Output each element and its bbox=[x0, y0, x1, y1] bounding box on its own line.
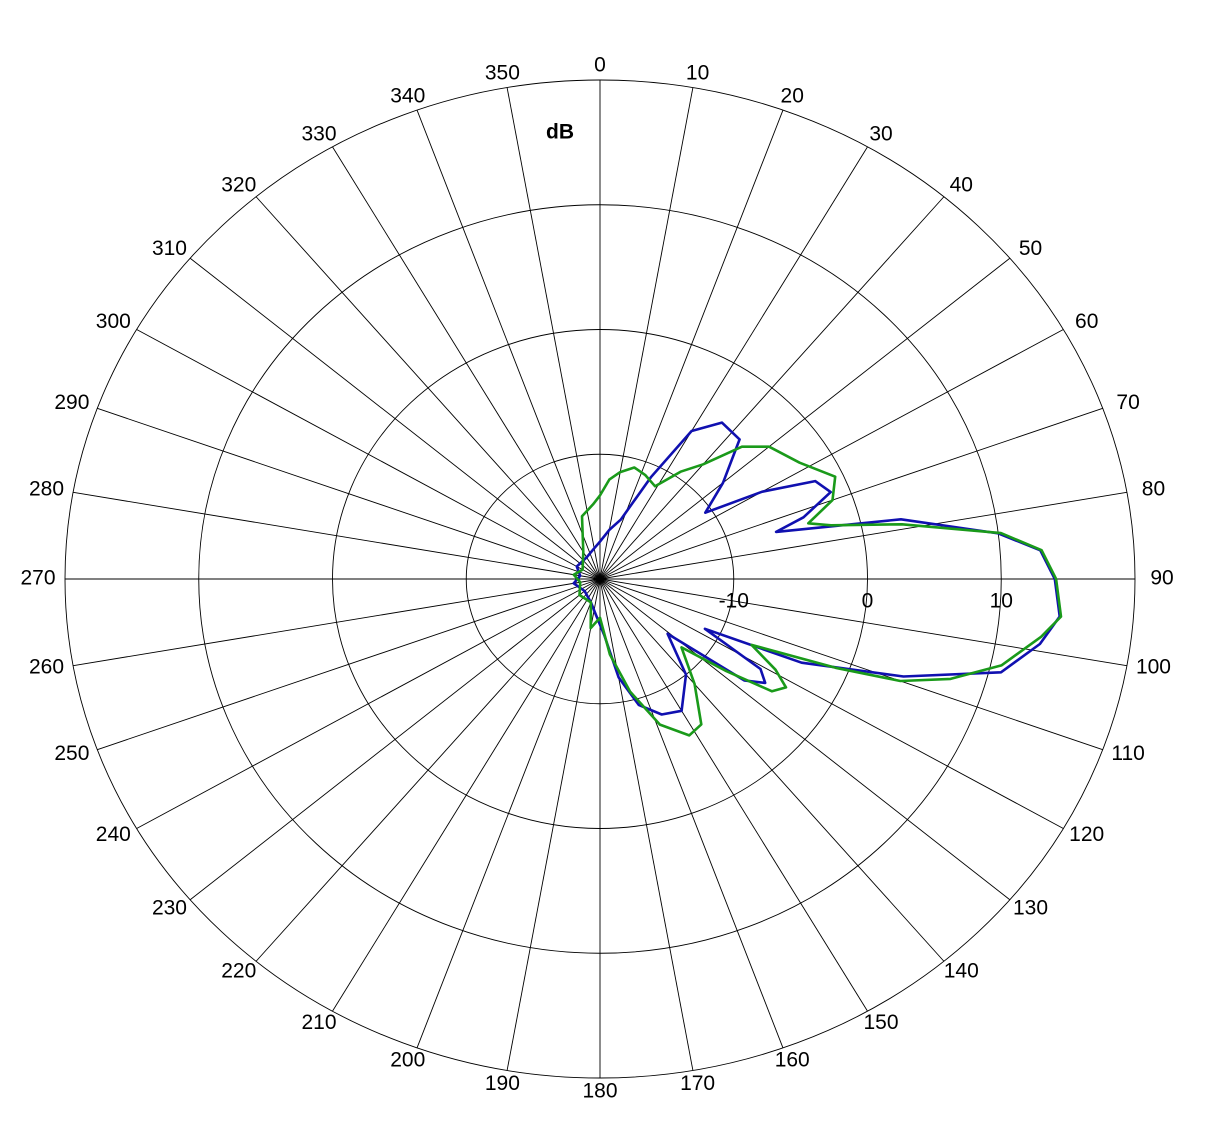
theta-tick-label: 150 bbox=[863, 1011, 898, 1034]
spoke bbox=[332, 578, 601, 1012]
theta-tick-label: 200 bbox=[390, 1049, 425, 1072]
theta-tick-label: 180 bbox=[582, 1080, 617, 1103]
spoke bbox=[599, 146, 868, 580]
spoke bbox=[332, 146, 601, 580]
theta-tick-label: 160 bbox=[775, 1049, 810, 1072]
spoke bbox=[599, 578, 1064, 829]
series-line bbox=[572, 421, 1061, 716]
theta-tick-label: 220 bbox=[221, 960, 256, 983]
theta-tick-label: 330 bbox=[301, 122, 336, 145]
theta-tick-label: 170 bbox=[680, 1072, 715, 1095]
spoke bbox=[599, 578, 784, 1049]
spoke bbox=[255, 196, 601, 580]
spoke bbox=[416, 109, 601, 580]
theta-tick-label: 280 bbox=[29, 477, 64, 500]
theta-tick-label: 340 bbox=[390, 84, 425, 107]
spoke bbox=[136, 329, 601, 580]
theta-tick-label: 70 bbox=[1116, 391, 1139, 414]
spoke bbox=[416, 578, 601, 1049]
theta-tick-label: 0 bbox=[594, 54, 606, 77]
spoke bbox=[599, 491, 1127, 580]
spoke bbox=[599, 578, 868, 1012]
theta-tick-label: 60 bbox=[1075, 310, 1098, 333]
theta-tick-label: 210 bbox=[301, 1011, 336, 1034]
spoke bbox=[506, 87, 601, 580]
r-tick-label: 0 bbox=[862, 590, 874, 613]
spoke bbox=[255, 578, 601, 962]
spoke bbox=[189, 257, 601, 580]
spoke bbox=[599, 578, 1127, 667]
spoke bbox=[506, 578, 601, 1071]
spoke bbox=[599, 329, 1064, 580]
theta-tick-label: 40 bbox=[950, 174, 973, 197]
theta-tick-label: 30 bbox=[869, 122, 892, 145]
spoke bbox=[97, 407, 601, 580]
r-tick-label: 10 bbox=[990, 590, 1013, 613]
spoke bbox=[73, 491, 601, 580]
theta-tick-label: 120 bbox=[1069, 823, 1104, 846]
theta-tick-label: 350 bbox=[485, 61, 520, 84]
spoke bbox=[599, 578, 945, 962]
theta-tick-label: 20 bbox=[781, 84, 804, 107]
spoke bbox=[599, 257, 1011, 580]
spoke bbox=[73, 578, 601, 667]
spoke bbox=[599, 109, 784, 580]
theta-tick-label: 260 bbox=[29, 656, 64, 679]
spoke bbox=[599, 196, 945, 580]
grid-layer bbox=[64, 79, 1136, 1079]
spoke bbox=[599, 578, 1011, 901]
theta-tick-label: 270 bbox=[20, 567, 55, 590]
theta-tick-label: 300 bbox=[96, 310, 131, 333]
spoke bbox=[599, 87, 694, 580]
theta-tick-label: 110 bbox=[1111, 742, 1144, 765]
theta-tick-label: 130 bbox=[1013, 896, 1048, 919]
spoke bbox=[97, 578, 601, 751]
theta-tick-label: 90 bbox=[1150, 567, 1173, 590]
r-axis-label: dB bbox=[546, 121, 574, 144]
theta-tick-label: 240 bbox=[96, 823, 131, 846]
theta-tick-label: 10 bbox=[686, 61, 709, 84]
theta-tick-label: 250 bbox=[54, 742, 89, 765]
theta-tick-label: 50 bbox=[1019, 237, 1042, 260]
theta-tick-label: 80 bbox=[1142, 477, 1165, 500]
spoke bbox=[136, 578, 601, 829]
series-line bbox=[572, 445, 1063, 737]
theta-tick-label: 290 bbox=[54, 391, 89, 414]
spoke bbox=[599, 578, 1103, 751]
theta-tick-label: 320 bbox=[221, 174, 256, 197]
theta-tick-label: 310 bbox=[152, 237, 187, 260]
spoke bbox=[599, 578, 694, 1071]
theta-tick-label: 140 bbox=[944, 960, 979, 983]
theta-tick-label: 190 bbox=[485, 1072, 520, 1095]
theta-tick-label: 230 bbox=[152, 896, 187, 919]
spoke bbox=[599, 407, 1103, 580]
theta-tick-label: 100 bbox=[1136, 656, 1171, 679]
spoke bbox=[189, 578, 601, 901]
